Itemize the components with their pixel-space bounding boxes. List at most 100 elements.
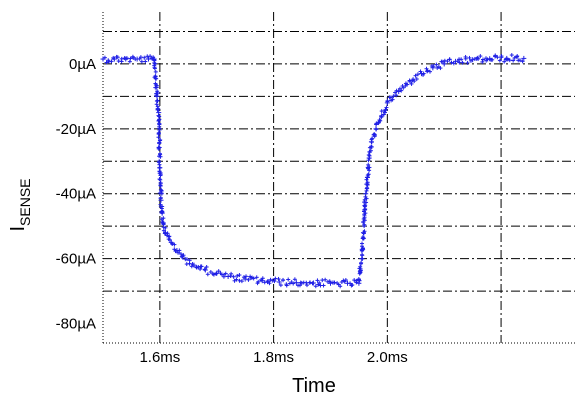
- data-point-fill: [364, 200, 369, 205]
- data-point: [373, 126, 379, 132]
- data-point-fill: [480, 59, 485, 64]
- data-point-fill: [157, 191, 162, 196]
- data-point-fill: [267, 281, 272, 286]
- data-point-fill: [394, 93, 399, 98]
- data-point-fill: [313, 284, 318, 289]
- data-point: [441, 61, 447, 67]
- data-point-fill: [359, 261, 364, 266]
- data-point-fill: [465, 60, 470, 65]
- data-point-fill: [370, 136, 375, 141]
- data-point-fill: [383, 107, 388, 112]
- data-point-fill: [156, 118, 161, 123]
- data-point-fill: [493, 53, 498, 58]
- data-point-fill: [198, 267, 203, 272]
- data-point-fill: [178, 251, 183, 256]
- data-point-fill: [160, 204, 165, 209]
- data-markers: [100, 53, 527, 289]
- data-point-fill: [246, 277, 251, 282]
- data-point: [154, 93, 160, 99]
- data-point-fill: [157, 138, 162, 143]
- data-point-fill: [268, 277, 273, 282]
- data-point-fill: [368, 148, 373, 153]
- data-point-fill: [390, 97, 395, 102]
- y-tick-label: -20µA: [56, 121, 96, 138]
- data-point-fill: [495, 55, 500, 60]
- data-point-fill: [369, 144, 374, 149]
- data-point-fill: [256, 279, 261, 284]
- data-point-fill: [166, 234, 171, 239]
- y-tick-label: 0µA: [69, 56, 96, 73]
- data-point-fill: [297, 283, 302, 288]
- data-point-fill: [160, 209, 165, 214]
- data-point-fill: [365, 180, 370, 185]
- data-point-fill: [148, 54, 153, 59]
- data-point-fill: [358, 266, 363, 271]
- data-point-fill: [360, 253, 365, 258]
- data-point-fill: [153, 81, 158, 86]
- data-point-fill: [304, 280, 309, 285]
- data-point-fill: [157, 128, 162, 133]
- data-point-fill: [476, 56, 481, 61]
- data-point-fill: [413, 73, 418, 78]
- x-axis-title: Time: [292, 375, 336, 397]
- data-point-fill: [363, 203, 368, 208]
- data-point-fill: [156, 135, 161, 140]
- data-point-fill: [157, 159, 162, 164]
- data-point-fill: [384, 105, 389, 110]
- data-point: [191, 262, 197, 268]
- data-point-fill: [364, 188, 369, 193]
- data-point-fill: [360, 241, 365, 246]
- data-point: [396, 89, 402, 95]
- data-point-fill: [517, 58, 522, 63]
- data-point-fill: [512, 55, 517, 60]
- data-point-fill: [157, 141, 162, 146]
- data-point-fill: [154, 76, 159, 81]
- data-point-fill: [254, 275, 259, 280]
- data-point-fill: [363, 211, 368, 216]
- data-point-fill: [159, 191, 164, 196]
- data-point-fill: [317, 280, 322, 285]
- data-point: [158, 197, 164, 203]
- data-point-fill: [187, 258, 192, 263]
- data-point-fill: [177, 248, 182, 253]
- x-tick-label: 1.6ms: [139, 349, 180, 366]
- data-point-fill: [214, 271, 219, 276]
- data-point-fill: [131, 55, 136, 60]
- data-point-fill: [415, 72, 420, 77]
- data-point-fill: [332, 280, 337, 285]
- data-point-fill: [181, 253, 186, 258]
- data-point-fill: [165, 231, 170, 236]
- data-point-fill: [365, 175, 370, 180]
- data-point-fill: [350, 282, 355, 287]
- data-point-fill: [358, 270, 363, 275]
- data-point-fill: [284, 283, 289, 288]
- data-point-fill: [490, 57, 495, 62]
- data-point-fill: [405, 82, 410, 87]
- data-point-fill: [449, 60, 454, 65]
- data-point-fill: [161, 221, 166, 226]
- data-point-fill: [239, 279, 244, 284]
- data-point-fill: [459, 57, 464, 62]
- data-point-fill: [138, 55, 143, 60]
- data-point-fill: [361, 216, 366, 221]
- data-point: [202, 267, 208, 273]
- data-point-fill: [127, 59, 132, 64]
- data-point-fill: [155, 91, 160, 96]
- data-point-fill: [156, 113, 161, 118]
- data-point-fill: [507, 58, 512, 63]
- data-point-fill: [511, 58, 516, 63]
- data-point-fill: [409, 81, 414, 86]
- data-point-fill: [364, 196, 369, 201]
- data-point-fill: [208, 269, 213, 274]
- data-point-fill: [499, 54, 504, 59]
- data-point-fill: [158, 172, 163, 177]
- data-point-fill: [463, 54, 468, 59]
- data-point-fill: [163, 225, 168, 230]
- data-point-fill: [520, 59, 525, 64]
- data-point-fill: [343, 278, 348, 283]
- data-point-fill: [323, 277, 328, 282]
- data-point-fill: [354, 280, 359, 285]
- data-point-fill: [184, 257, 189, 262]
- data-point-fill: [327, 279, 332, 284]
